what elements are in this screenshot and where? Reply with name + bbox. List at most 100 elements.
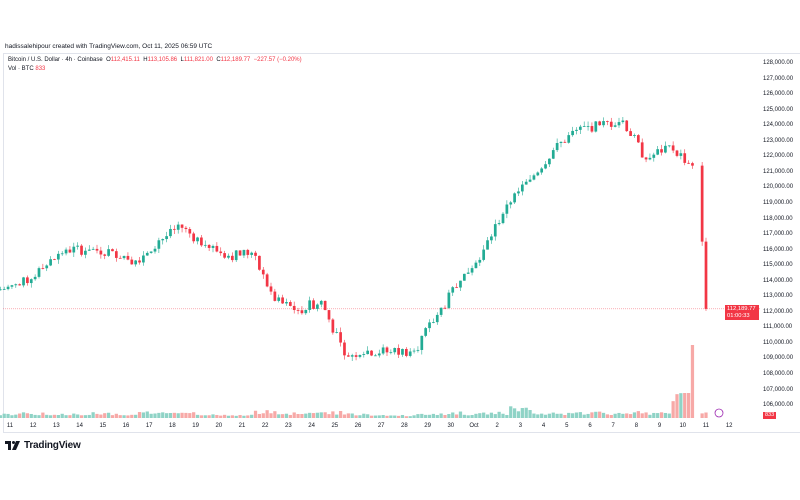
volume-bar — [540, 413, 544, 418]
volume-bar — [358, 415, 362, 418]
volume-bar — [675, 394, 679, 418]
volume-bar — [277, 414, 281, 418]
volume-bar — [690, 345, 695, 418]
volume-bar — [311, 413, 316, 418]
time-tick: 6 — [588, 423, 592, 429]
volume-badge: 833 — [763, 412, 777, 419]
volume-bar — [184, 412, 188, 418]
candle-body — [482, 249, 486, 260]
candle-body — [327, 310, 331, 320]
candle-body — [370, 350, 373, 356]
volume-bar — [443, 414, 447, 418]
volume-bar — [172, 412, 176, 418]
candle-body — [230, 255, 234, 261]
candle-body — [138, 260, 141, 263]
volume-bar — [555, 413, 559, 418]
volume-bar — [501, 413, 505, 418]
candle-body — [122, 255, 126, 259]
bar-countdown: 01:00:33 — [727, 312, 750, 319]
candle-body — [656, 149, 660, 155]
candle-body — [617, 122, 621, 126]
volume-bar — [134, 414, 138, 418]
candle-body — [339, 332, 342, 343]
volume-bar — [103, 413, 107, 418]
candle-body — [56, 253, 60, 260]
candle-body — [551, 150, 555, 159]
candle-body — [381, 347, 385, 354]
volume-bar — [284, 413, 289, 418]
candle-body — [625, 120, 629, 132]
current-price: 112,189.77 — [727, 306, 756, 312]
volume-label[interactable]: Vol · BTC — [8, 66, 34, 72]
candle-body — [389, 352, 393, 354]
volume-bar — [253, 410, 258, 418]
candle-body — [412, 350, 416, 352]
volume-bar — [10, 415, 14, 418]
candle-body — [652, 154, 656, 158]
candle-body — [288, 302, 292, 306]
candle-body — [501, 213, 505, 224]
volume-bar — [628, 414, 633, 418]
volume-bar — [180, 412, 184, 418]
candle-body — [578, 126, 582, 130]
candle-body — [285, 302, 288, 304]
price-tick: 124,000.00 — [763, 122, 794, 129]
volume-bar — [350, 413, 354, 418]
time-tick: 26 — [354, 423, 362, 429]
candle-body — [609, 121, 613, 127]
volume-bar — [315, 412, 320, 418]
volume-bar — [570, 413, 575, 418]
volume-bar — [700, 413, 704, 418]
candle-body — [594, 121, 598, 132]
volume-bar — [617, 412, 621, 418]
candle-body — [683, 153, 687, 163]
chart-frame[interactable] — [3, 53, 800, 433]
candle-body — [687, 162, 690, 164]
volume-bar — [389, 415, 393, 418]
credit-line: hadissalehipour created with TradingView… — [5, 43, 213, 50]
candle-body — [316, 304, 319, 309]
volume-bar — [14, 414, 18, 418]
volume-bar — [230, 415, 234, 418]
candle-body — [211, 245, 215, 248]
volume-bar — [137, 412, 142, 418]
candle-body — [200, 237, 203, 246]
volume-bar — [323, 412, 327, 418]
price-tick: 117,000.00 — [763, 231, 793, 238]
candle-body — [571, 130, 574, 136]
volume-bar — [338, 410, 343, 418]
candle-body — [176, 224, 180, 230]
candle-body — [343, 342, 346, 356]
candle-body — [385, 347, 389, 353]
volume-bar — [512, 408, 517, 418]
volume-bar — [369, 415, 374, 418]
candle-body — [130, 259, 134, 265]
candle-body — [72, 246, 76, 253]
candle-body — [269, 286, 273, 292]
volume-bar — [366, 414, 370, 418]
volume-bar — [485, 414, 490, 418]
candle-body — [404, 348, 408, 356]
volume-bar — [663, 412, 668, 418]
volume-bar — [474, 413, 478, 418]
time-tick: 2 — [495, 423, 499, 429]
volume-bar — [153, 413, 157, 418]
volume-bar — [149, 413, 153, 418]
time-tick: 23 — [285, 423, 292, 429]
candle-body — [590, 126, 594, 132]
candle-body — [18, 284, 22, 286]
candle-body — [377, 353, 381, 356]
candle-body — [509, 202, 513, 205]
candle-body — [621, 120, 625, 123]
symbol-title[interactable]: Bitcoin / U.S. Dollar · 4h · Coinbase — [8, 57, 103, 63]
candle-body — [505, 204, 509, 214]
candle-body — [273, 291, 277, 301]
candle-body — [497, 223, 501, 225]
tradingview-logo[interactable]: TradingView — [5, 440, 81, 451]
high-label: H — [143, 57, 148, 63]
event-marker-icon[interactable] — [714, 408, 724, 418]
candle-body — [548, 158, 551, 165]
price-tick: 119,000.00 — [763, 199, 793, 206]
time-tick: 10 — [679, 423, 687, 429]
